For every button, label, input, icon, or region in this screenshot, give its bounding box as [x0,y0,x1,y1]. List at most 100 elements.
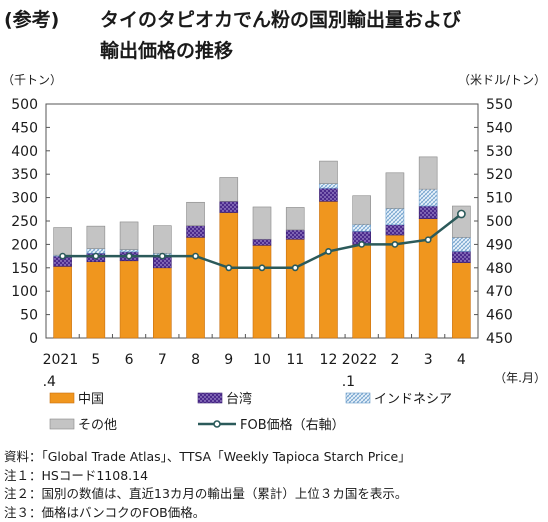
price-point [125,252,133,260]
x-tick-label: 5 [91,352,100,368]
bar-china [352,244,371,339]
price-point [456,209,466,219]
x-tick-label: .4 [43,374,56,390]
x-tick-label: .1 [342,374,355,390]
left-tick-label: 350 [11,167,38,183]
left-tick-label: 300 [11,191,38,207]
bar-other [153,225,172,254]
bar-other [53,227,72,256]
left-tick-label: 450 [11,120,38,136]
bar-indonesia [352,223,371,232]
right-tick-label: 490 [486,237,513,253]
x-tick-label: 8 [191,352,200,368]
bar-china [252,245,272,339]
bar-other [86,225,106,249]
bar-china [319,201,338,339]
right-tick-label: 520 [486,167,513,183]
price-point [92,252,100,260]
bar-taiwan [186,225,205,238]
legend-taiwan-label: 台湾 [226,391,252,407]
bar-china [285,238,305,339]
right-tick-label: 460 [486,308,513,324]
left-axis-unit: （千トン） [2,73,62,87]
bar-china [385,234,405,339]
title-line-1: タイのタピオカでん粉の国別輸出量および [100,9,462,31]
price-point [358,240,366,248]
x-tick-label: 9 [224,352,233,368]
price-point [158,252,166,260]
right-axis-unit: （米ドル/トン） [458,73,546,87]
price-point [391,240,399,248]
bar-taiwan [252,238,272,246]
x-axis-unit: （年.月） [494,371,546,385]
note-1: 注１：HSコード1108.14 [4,467,149,483]
bar-taiwan [319,187,338,202]
price-point [291,264,299,272]
price-point [424,236,432,244]
legend-indonesia-swatch [345,392,371,404]
bar-taiwan [418,205,438,219]
price-point [258,264,266,272]
price-point [192,252,199,260]
labels-layer: 0 50 100 150 200 250 300 350 400 450 500 450 460 470 4… [2,73,546,390]
x-tick-label: 2021 [43,352,79,368]
x-tick-label: 2022 [342,352,378,368]
bar-other [285,207,305,231]
bar-other [319,160,338,184]
x-tick-label: 2 [390,352,399,368]
bar-other [352,195,371,225]
bar-indonesia [452,237,471,252]
left-tick-label: 100 [11,284,38,300]
bar-china [119,260,139,339]
price-point [225,264,233,272]
note-3: 注３：価格はバンコクのFOB価格。 [4,504,206,520]
bar-china [53,266,72,339]
right-tick-label: 480 [486,261,513,277]
bar-other [119,221,139,250]
right-tick-label: 470 [486,284,513,300]
legend-price-point [213,420,221,428]
x-tick-label: 7 [158,352,167,368]
left-tick-label: 150 [11,261,38,277]
bar-other [186,201,205,226]
note-source: 資料：「Global Trade Atlas」、TTSA「Weekly Tapi… [4,449,411,464]
bar-taiwan [385,224,405,236]
bar-china [186,237,205,339]
bar-other [252,206,272,240]
left-tick-label: 200 [11,237,38,253]
bars-layer [53,156,471,339]
bar-taiwan [285,229,305,240]
left-tick-label: 400 [11,144,38,160]
bar-china [219,212,239,339]
price-line-layer [59,209,466,272]
legend-price-label: FOB価格（右軸） [240,417,345,433]
left-tick-label: 50 [20,308,38,324]
legend-indonesia-label: インドネシア [374,392,452,407]
notes: 資料：「Global Trade Atlas」、TTSA「Weekly Tapi… [4,448,411,522]
title-line-2: 輸出価格の推移 [100,40,234,62]
bar-indonesia [418,188,438,207]
legend-other-swatch [49,418,75,430]
legend-china-swatch [49,392,75,404]
x-tick-label: 12 [320,352,338,368]
bar-taiwan [452,251,471,263]
bar-china [452,262,471,339]
bar-other [418,156,438,190]
right-tick-label: 530 [486,144,513,160]
right-tick-label: 500 [486,214,513,230]
right-tick-label: 550 [486,97,513,113]
left-tick-label: 250 [11,214,38,230]
left-tick-label: 0 [29,331,38,347]
bar-taiwan [219,201,239,213]
x-tick-label: 10 [253,352,271,368]
bar-china [153,267,172,339]
legend-taiwan-swatch [197,392,223,404]
x-tick-label: 11 [286,352,304,368]
bar-china [86,261,106,339]
right-tick-label: 540 [486,120,513,136]
bar-indonesia [86,248,106,254]
chart-svg: 0 50 100 150 200 250 300 350 400 450 500 450 460 470 4… [2,73,546,433]
x-tick-label: 6 [125,352,134,368]
